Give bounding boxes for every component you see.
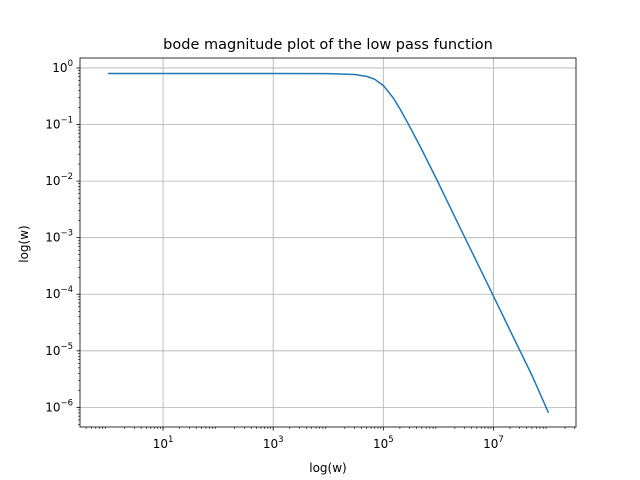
x-tick-label: 103	[263, 435, 284, 451]
series-line	[108, 72, 550, 414]
y-tick-label: 10−4	[45, 285, 73, 301]
y-tick-label: 100	[52, 59, 73, 75]
y-tick-label: 10−2	[45, 172, 73, 188]
y-axis-label: log(w)	[17, 225, 31, 262]
plot-frame	[79, 57, 577, 428]
x-tick-label: 107	[483, 435, 504, 451]
x-axis-label: log(w)	[309, 461, 346, 475]
x-tick-label: 101	[153, 435, 174, 451]
y-tick-label: 10−1	[45, 116, 73, 132]
y-tick-label: 10−3	[45, 229, 73, 245]
y-tick-label: 10−5	[45, 342, 73, 358]
plot-area: 101 103 105 107 100 10−1 10−2 10−3 10−4 10−5 10−6	[45, 57, 577, 451]
chart-title: bode magnitude plot of the low pass func…	[163, 37, 493, 53]
y-tick-label: 10−6	[45, 398, 73, 414]
x-tick-label: 105	[373, 435, 394, 451]
